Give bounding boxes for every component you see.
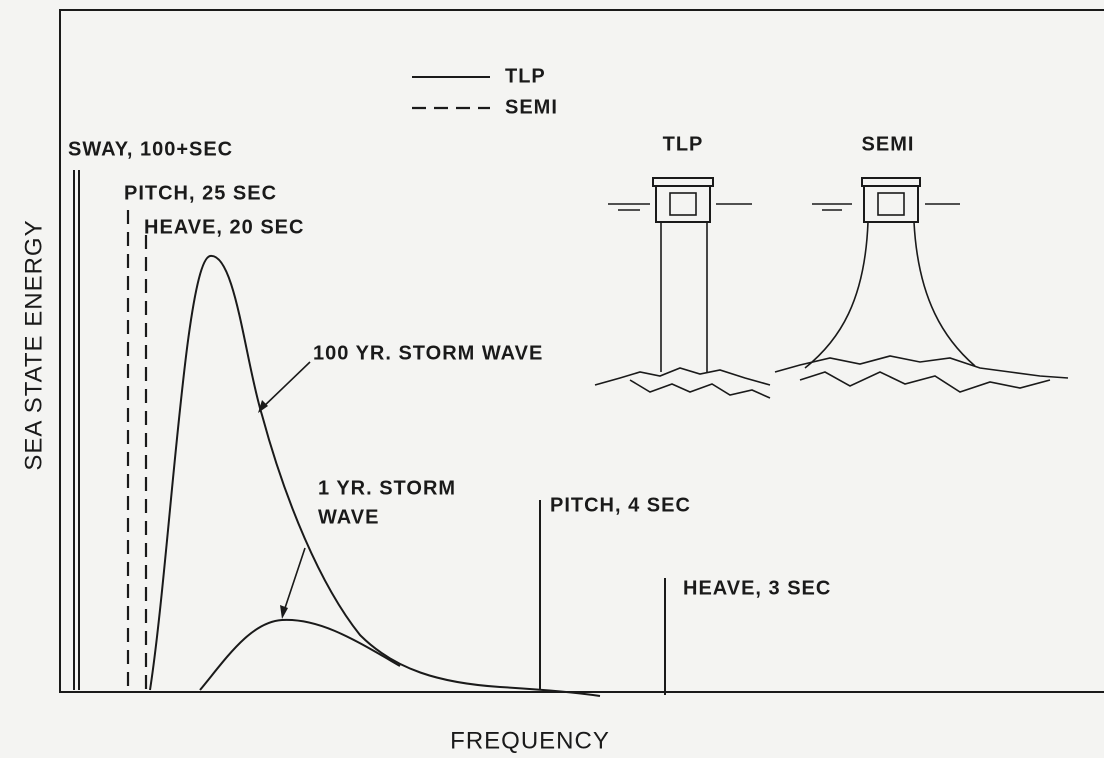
hull (655, 185, 711, 223)
hull (863, 185, 919, 223)
deck (861, 177, 921, 187)
x-axis-label: FREQUENCY (450, 727, 610, 754)
platform-label: TLP (663, 133, 704, 155)
annotation: HEAVE, 20 SEC (144, 216, 304, 238)
legend-label: SEMI (505, 96, 558, 118)
semi-sketch (774, 177, 1069, 393)
seabed (594, 367, 771, 399)
storm-100yr-curve (149, 255, 601, 697)
annotation: SWAY, 100+SEC (68, 138, 233, 160)
mooring-line (804, 221, 869, 369)
arrowhead (258, 400, 268, 413)
column (669, 192, 697, 216)
arrow (259, 361, 311, 411)
tlp-sketch (594, 177, 771, 399)
seabed (774, 355, 1069, 393)
legend-label: TLP (505, 65, 546, 87)
y-axis-label: SEA STATE ENERGY (20, 219, 47, 470)
annotation: WAVE (318, 506, 379, 528)
mooring-line (913, 221, 976, 367)
column (877, 192, 905, 216)
annotation: 100 YR. STORM WAVE (313, 342, 543, 364)
annotation: PITCH, 4 SEC (550, 494, 691, 516)
annotation: PITCH, 25 SEC (124, 182, 277, 204)
plot-frame (59, 9, 1104, 693)
storm-1yr-curve (199, 618, 401, 691)
annotation: 1 YR. STORM (318, 477, 456, 499)
deck (652, 177, 714, 187)
annotation: HEAVE, 3 SEC (683, 577, 831, 599)
platform-label: SEMI (862, 133, 915, 155)
arrow (282, 547, 306, 615)
arrowhead (280, 605, 288, 619)
